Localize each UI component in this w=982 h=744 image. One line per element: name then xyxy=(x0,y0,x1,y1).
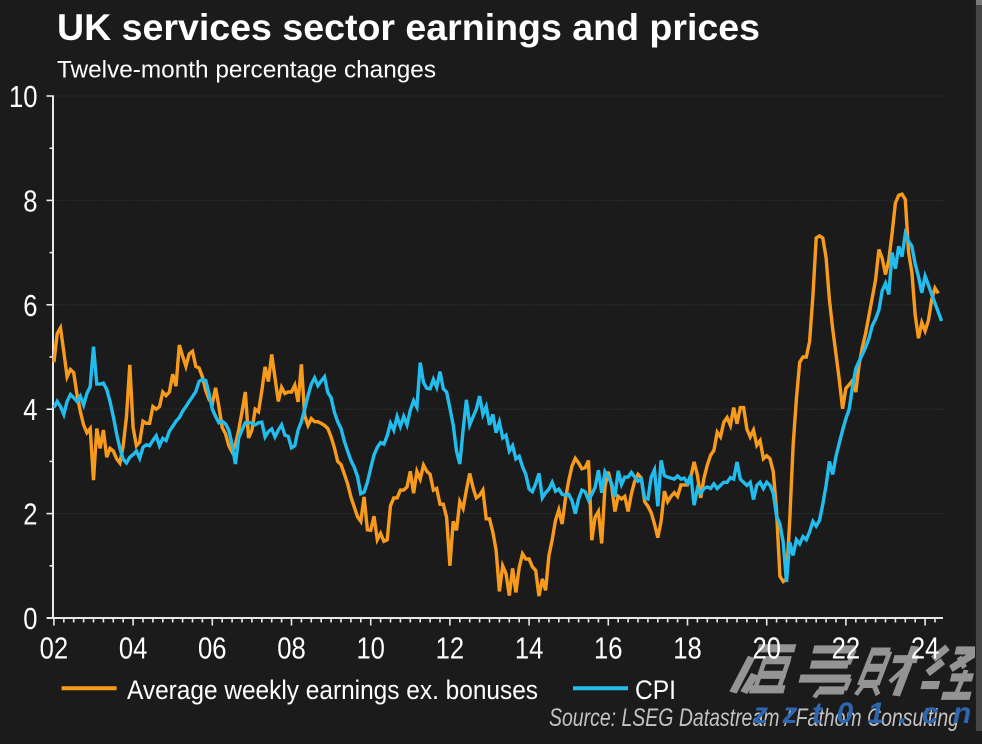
svg-text:Source: LSEG Datastream / Fath: Source: LSEG Datastream / Fathom Consult… xyxy=(549,704,959,731)
svg-text:06: 06 xyxy=(198,632,227,666)
svg-text:4: 4 xyxy=(23,393,37,427)
svg-text:Twelve-month percentage change: Twelve-month percentage changes xyxy=(57,57,436,84)
svg-text:12: 12 xyxy=(436,632,465,666)
svg-text:14: 14 xyxy=(515,632,544,666)
svg-text:22: 22 xyxy=(832,632,861,666)
svg-text:CPI: CPI xyxy=(635,675,676,705)
svg-text:18: 18 xyxy=(673,632,702,666)
svg-text:UK services sector earnings an: UK services sector earnings and prices xyxy=(57,7,760,48)
svg-text:20: 20 xyxy=(752,632,781,666)
svg-text:10: 10 xyxy=(356,632,385,666)
svg-text:10: 10 xyxy=(9,80,38,114)
svg-text:2: 2 xyxy=(23,498,37,532)
svg-text:02: 02 xyxy=(40,632,69,666)
svg-text:08: 08 xyxy=(277,632,306,666)
svg-text:24: 24 xyxy=(911,632,940,666)
svg-text:04: 04 xyxy=(119,632,148,666)
svg-text:0: 0 xyxy=(23,602,37,636)
svg-text:16: 16 xyxy=(594,632,623,666)
svg-text:Average weekly earnings ex. bo: Average weekly earnings ex. bonuses xyxy=(127,675,538,705)
svg-text:6: 6 xyxy=(23,289,37,323)
svg-text:8: 8 xyxy=(23,184,37,218)
